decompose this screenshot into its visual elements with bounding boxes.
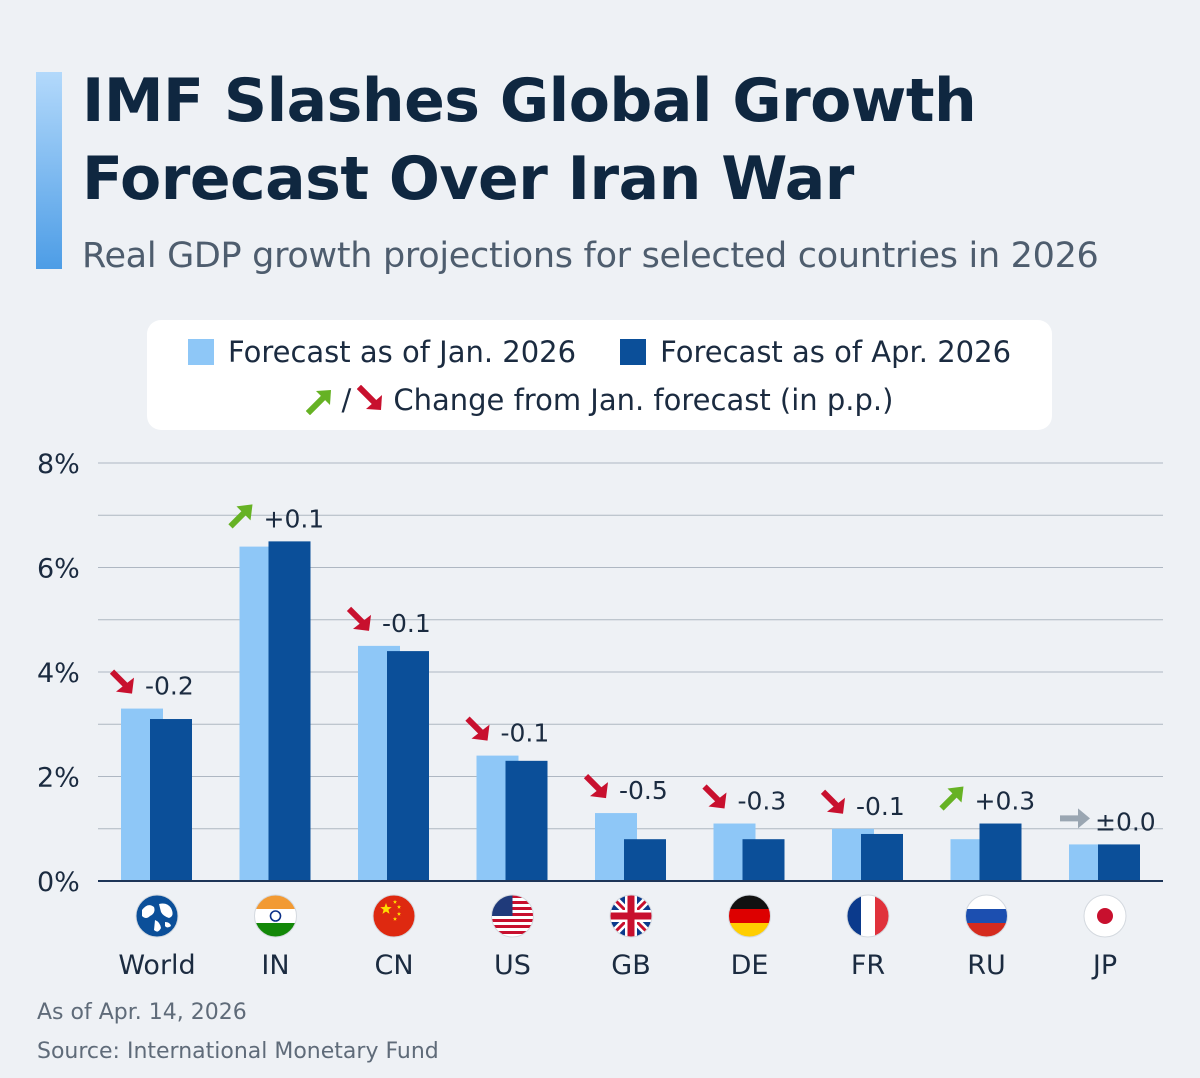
change-label: -0.2 [145,672,194,701]
japan-flag-icon [1083,894,1127,938]
usa-flag-icon [491,894,534,938]
category-label: DE [731,950,769,981]
y-tick-label: 6% [37,554,80,585]
category-label: GB [611,950,650,981]
change-arrow-flat-icon [1060,808,1090,829]
france-flag-icon [846,894,890,938]
category-label: RU [967,950,1006,981]
change-label: +0.3 [975,787,1036,816]
source-note: Source: International Monetary Fund [37,1039,439,1064]
india-flag-icon [254,894,297,938]
apr-swatch [620,339,647,365]
legend-change-row: / Change from Jan. forecast (in p.p.) [147,380,1052,420]
bar-apr-IN [268,541,311,881]
change-arrow-down-icon [465,716,490,741]
category-label: FR [851,950,885,981]
y-tick-label: 4% [37,658,80,689]
change-label: -0.1 [856,792,905,821]
category-label: US [494,950,531,981]
change-arrow-down-icon [109,669,134,694]
change-arrow-up-icon [228,504,253,529]
change-label: -0.1 [501,719,550,748]
change-arrow-up-icon [939,786,964,811]
category-label: IN [261,950,289,981]
change-arrow-down-icon [583,773,608,799]
legend-change-separator: / [341,383,352,417]
legend: Forecast as of Jan. 2026 Forecast as of … [147,320,1052,430]
bar-apr-RU [979,823,1022,881]
germany-flag-icon [728,894,771,938]
legend-apr-label: Forecast as of Apr. 2026 [660,335,1012,369]
arrow-down-right-icon [357,385,383,410]
chart-title: IMF Slashes Global Growth Forecast Over … [82,66,977,214]
uk-flag-icon [609,894,653,938]
jan-swatch [187,339,214,365]
bar-apr-DE [742,839,785,881]
bar-apr-World [150,719,192,881]
y-tick-label: 8% [37,449,80,480]
legend-jan-label: Forecast as of Jan. 2026 [227,335,577,369]
russia-flag-icon [965,894,1008,938]
legend-series-row: Forecast as of Jan. 2026 Forecast as of … [147,332,1052,372]
globe-icon [135,894,179,938]
change-label: -0.1 [382,609,431,638]
y-tick-label: 2% [37,763,80,794]
bar-apr-FR [861,833,903,881]
bar-apr-GB [624,839,666,881]
legend-change-label: Change from Jan. forecast (in p.p.) [393,383,894,417]
change-label: -0.5 [619,776,668,805]
accent-bar [36,72,62,269]
category-label: JP [1091,950,1117,981]
chart-subtitle: Real GDP growth projections for selected… [82,236,1099,276]
change-arrow-down-icon [820,789,845,814]
change-label: +0.1 [264,504,325,533]
bar-chart: 0% 2% 4% 6% 8% -0.2 World +0.1 IN -0.1 CN -0.1 US -0.… [37,449,1163,981]
change-arrow-down-icon [702,784,727,809]
bar-apr-CN [387,651,429,881]
category-label: World [118,950,195,981]
bar-apr-JP [1098,844,1140,881]
legend-item-jan: Forecast as of Jan. 2026 [187,335,577,369]
bar-apr-US [505,760,548,881]
legend-item-apr: Forecast as of Apr. 2026 [620,335,1011,369]
change-label: -0.3 [738,787,787,816]
china-flag-icon [372,894,416,938]
y-tick-label: 0% [37,867,80,898]
change-label: ±0.0 [1095,807,1156,836]
category-label: CN [374,950,413,981]
change-arrow-down-icon [346,606,371,631]
as-of-note: As of Apr. 14, 2026 [37,1000,247,1025]
arrow-up-right-icon [305,390,331,415]
